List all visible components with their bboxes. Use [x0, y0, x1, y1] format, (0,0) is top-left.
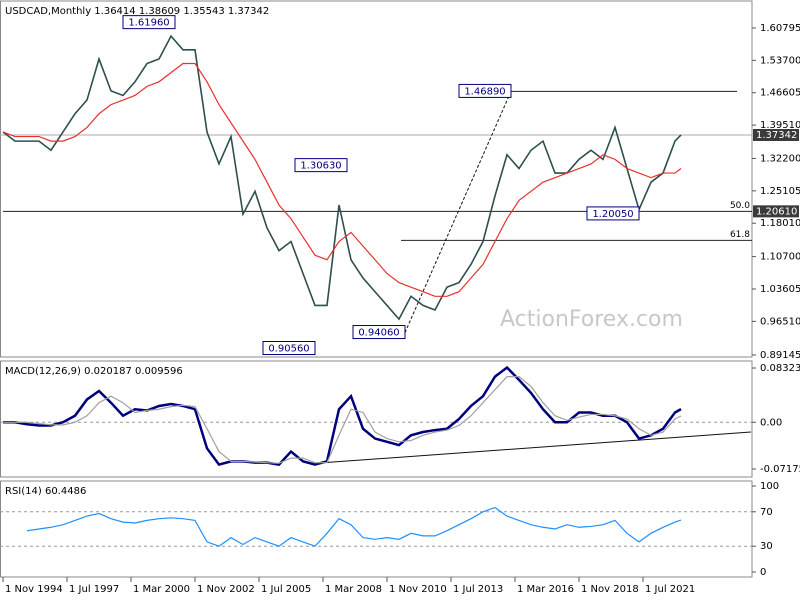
price-label: 1.37342	[756, 130, 797, 141]
price-annotation: 0.94060	[358, 328, 399, 339]
y-tick-label: 0.89145	[760, 350, 800, 361]
x-tick-label: 1 Nov 1994	[5, 584, 63, 595]
panel-frame	[0, 360, 753, 478]
x-tick-label: 1 Jul 2005	[261, 584, 311, 595]
x-tick-label: 1 Jul 2013	[453, 584, 503, 595]
price-annotation: 1.20050	[592, 209, 633, 220]
watermark: ActionForex.com	[500, 307, 683, 332]
price-annotation-box	[294, 158, 348, 173]
series-line	[3, 376, 682, 464]
fib-level-label: 61.8	[730, 230, 750, 240]
price-label-bg	[753, 128, 799, 141]
price-annotation-box	[458, 83, 512, 98]
series-line	[26, 506, 682, 547]
y-tick-label: 0.083235	[760, 363, 800, 374]
y-tick-label: 70	[760, 507, 773, 518]
y-tick-label: 0.00	[760, 417, 782, 428]
y-tick-label: 100	[760, 481, 779, 492]
y-tick-label: 1.10700	[760, 252, 800, 263]
series-line	[2, 34, 682, 321]
y-tick-label: 1.25105	[760, 186, 800, 197]
y-tick-label: 1.03605	[760, 284, 800, 295]
y-tick-label: 0.96510	[760, 316, 800, 327]
x-tick-label: 1 Nov 2010	[389, 584, 447, 595]
x-tick-label: 1 Mar 2016	[517, 584, 574, 595]
x-tick-label: 1 Nov 2002	[197, 584, 255, 595]
y-tick-label: -0.071752	[760, 464, 800, 475]
price-label-bg	[753, 205, 799, 218]
y-tick-label: 1.46605	[760, 88, 800, 99]
x-tick-label: 1 Jul 2021	[645, 584, 695, 595]
x-tick-label: 1 Mar 2008	[325, 584, 382, 595]
y-tick-label: 30	[760, 541, 773, 552]
panel-title: MACD(12,26,9) 0.020187 0.009596	[5, 366, 183, 377]
panel-title: RSI(14) 60.4486	[5, 486, 86, 497]
price-label: 1.20610	[756, 206, 797, 217]
panel-frame	[0, 0, 753, 358]
trend-line	[318, 431, 752, 464]
fib-level-label: 50.0	[730, 201, 750, 211]
series-line	[3, 365, 682, 467]
panel-title: USDCAD,Monthly 1.36414 1.38609 1.35543 1…	[5, 6, 269, 17]
y-tick-label: 1.60795	[760, 23, 800, 34]
price-annotation: 1.46890	[464, 86, 505, 97]
price-annotation-box	[352, 325, 406, 340]
price-annotation: 1.61960	[128, 18, 169, 29]
price-annotation-box	[262, 341, 316, 356]
y-tick-label: 0	[760, 567, 766, 578]
series-line	[2, 62, 682, 297]
x-tick-label: 1 Mar 2000	[133, 584, 190, 595]
y-tick-label: 1.18010	[760, 218, 800, 229]
swing-line	[404, 91, 512, 333]
price-annotation-box	[586, 206, 640, 221]
panel-frame	[0, 480, 753, 578]
y-tick-label: 1.53700	[760, 55, 800, 66]
price-annotation-box	[122, 15, 176, 30]
price-annotation: 0.90560	[268, 344, 309, 355]
x-tick-label: 1 Nov 2018	[581, 584, 639, 595]
price-annotation: 1.30630	[300, 161, 341, 172]
y-tick-label: 1.32200	[760, 153, 800, 164]
y-tick-label: 1.39510	[760, 120, 800, 131]
x-tick-label: 1 Jul 1997	[69, 584, 119, 595]
